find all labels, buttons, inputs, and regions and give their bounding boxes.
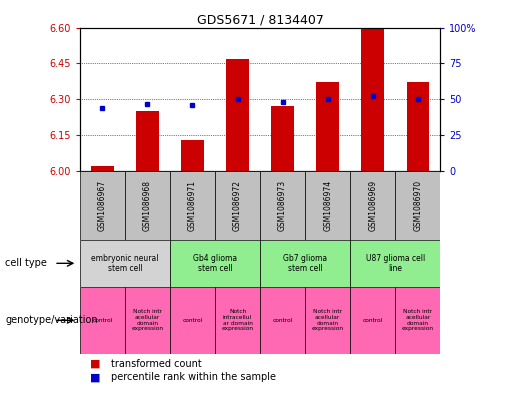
Text: GSM1086968: GSM1086968 bbox=[143, 180, 152, 231]
Text: control: control bbox=[363, 318, 383, 323]
Bar bbox=[80, 240, 170, 287]
Bar bbox=[91, 166, 114, 171]
Text: control: control bbox=[272, 318, 293, 323]
Bar bbox=[260, 240, 350, 287]
Text: GSM1086969: GSM1086969 bbox=[368, 180, 377, 231]
Bar bbox=[215, 171, 260, 240]
Title: GDS5671 / 8134407: GDS5671 / 8134407 bbox=[197, 13, 323, 26]
Bar bbox=[260, 287, 305, 354]
Text: ■: ■ bbox=[90, 372, 100, 382]
Text: GSM1086970: GSM1086970 bbox=[414, 180, 422, 231]
Bar bbox=[80, 171, 125, 240]
Text: Notch intr
acellular
domain
expression: Notch intr acellular domain expression bbox=[312, 309, 344, 331]
Text: ■: ■ bbox=[90, 358, 100, 369]
Bar bbox=[305, 287, 350, 354]
Bar bbox=[136, 111, 159, 171]
Bar bbox=[396, 171, 440, 240]
Bar bbox=[396, 287, 440, 354]
Bar bbox=[80, 287, 125, 354]
Bar bbox=[350, 240, 440, 287]
Text: transformed count: transformed count bbox=[111, 358, 201, 369]
Bar bbox=[125, 287, 170, 354]
Text: control: control bbox=[92, 318, 112, 323]
Text: Notch intr
acellular
domain
expression: Notch intr acellular domain expression bbox=[131, 309, 163, 331]
Bar bbox=[125, 171, 170, 240]
Text: GSM1086972: GSM1086972 bbox=[233, 180, 242, 231]
Bar bbox=[350, 171, 396, 240]
Text: Gb7 glioma
stem cell: Gb7 glioma stem cell bbox=[283, 253, 327, 273]
Text: control: control bbox=[182, 318, 202, 323]
Bar bbox=[350, 287, 396, 354]
Bar bbox=[215, 287, 260, 354]
Bar bbox=[271, 107, 294, 171]
Text: Notch intr
acellular
domain
expression: Notch intr acellular domain expression bbox=[402, 309, 434, 331]
Text: percentile rank within the sample: percentile rank within the sample bbox=[111, 372, 276, 382]
Text: GSM1086971: GSM1086971 bbox=[188, 180, 197, 231]
Bar bbox=[170, 287, 215, 354]
Bar bbox=[226, 59, 249, 171]
Text: genotype/variation: genotype/variation bbox=[5, 315, 98, 325]
Bar bbox=[362, 28, 384, 171]
Bar bbox=[406, 83, 429, 171]
Bar bbox=[260, 171, 305, 240]
Text: GSM1086974: GSM1086974 bbox=[323, 180, 332, 231]
Text: GSM1086973: GSM1086973 bbox=[278, 180, 287, 231]
Text: embryonic neural
stem cell: embryonic neural stem cell bbox=[91, 253, 159, 273]
Bar bbox=[305, 171, 350, 240]
Bar bbox=[170, 240, 260, 287]
Text: GSM1086967: GSM1086967 bbox=[98, 180, 107, 231]
Text: cell type: cell type bbox=[5, 258, 47, 268]
Text: Notch
intracellul
ar domain
expression: Notch intracellul ar domain expression bbox=[221, 309, 253, 331]
Text: U87 glioma cell
line: U87 glioma cell line bbox=[366, 253, 425, 273]
Text: Gb4 glioma
stem cell: Gb4 glioma stem cell bbox=[193, 253, 237, 273]
Bar bbox=[181, 140, 204, 171]
Bar bbox=[170, 171, 215, 240]
Bar bbox=[316, 83, 339, 171]
